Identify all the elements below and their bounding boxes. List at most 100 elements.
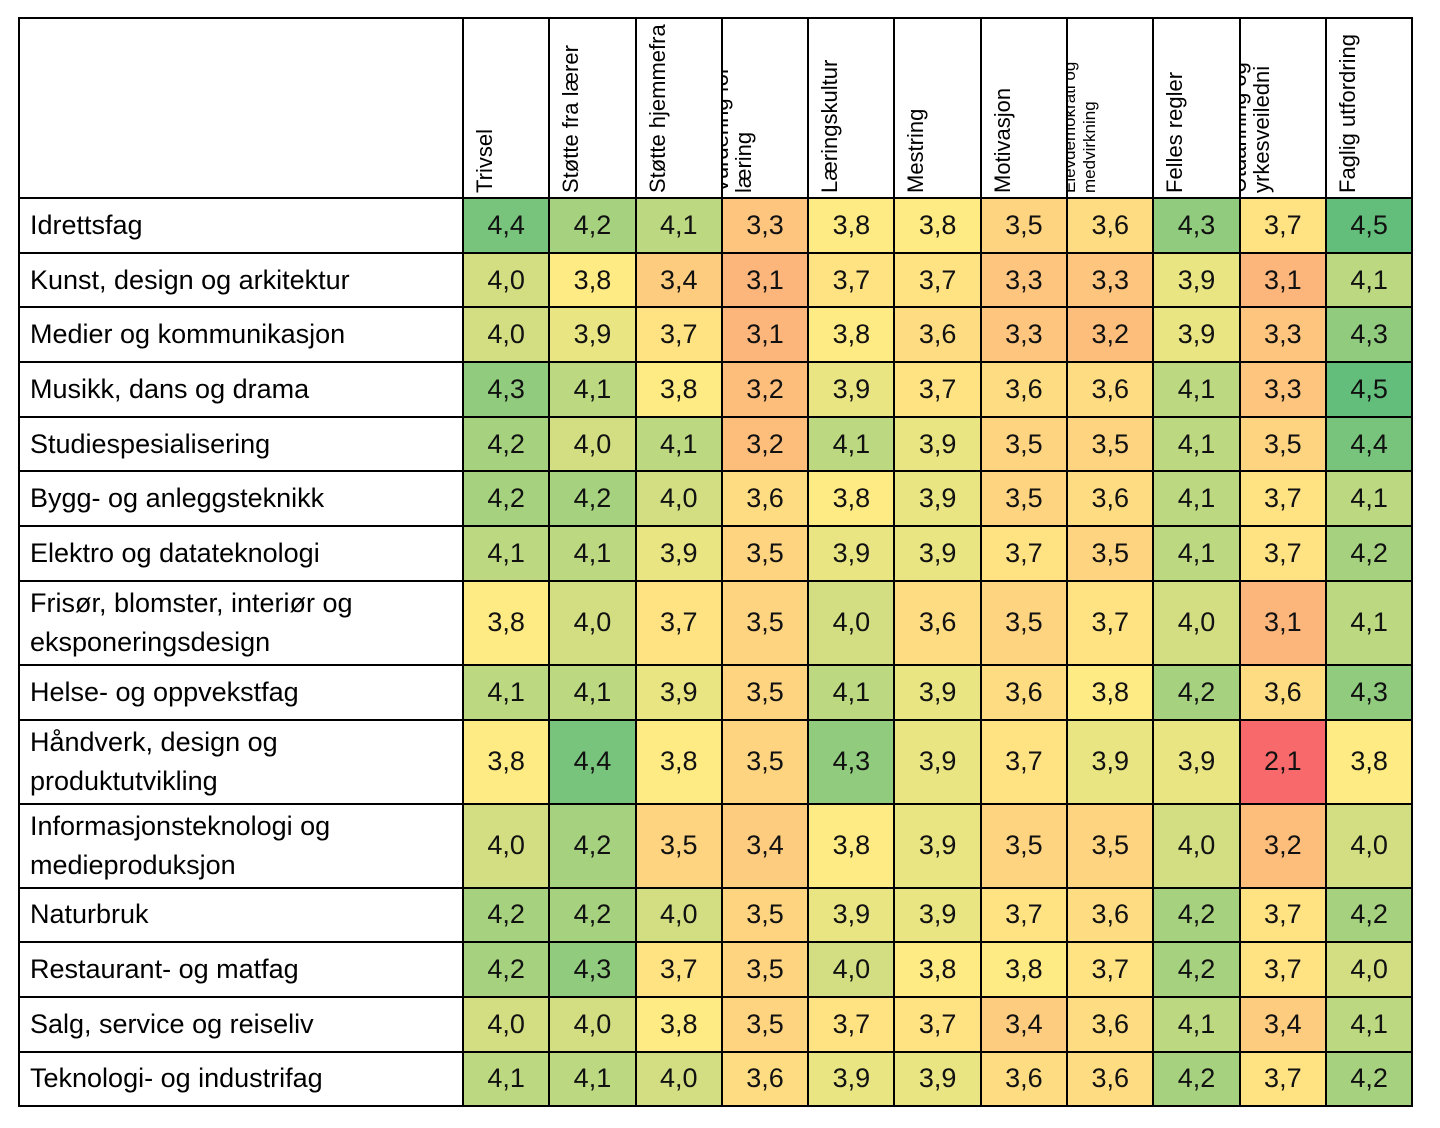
heatmap-cell: 4,1 — [634, 415, 723, 473]
heatmap-cell: 3,5 — [720, 718, 810, 805]
heatmap-cell: 4,1 — [1152, 525, 1241, 582]
heatmap-cell: 3,2 — [720, 361, 810, 418]
heatmap-cell: 3,8 — [548, 251, 637, 309]
heatmap-cell: 4,3 — [548, 941, 637, 998]
heatmap-cell: 4,1 — [1152, 361, 1241, 418]
table-row: Restaurant- og matfag 4,2 4,3 3,7 3,5 4,0 3,8 3… — [18, 941, 1414, 998]
table-row: Bygg- og anleggsteknikk 4,2 4,2 4,0 3,6 3,8 3,… — [18, 470, 1414, 528]
heatmap-cell: 3,4 — [1238, 995, 1327, 1053]
heatmap-cell: 4,2 — [548, 802, 637, 889]
heatmap-cell: 3,9 — [893, 525, 982, 582]
heatmap-cell: 4,2 — [1324, 886, 1414, 944]
row-label: Naturbruk — [18, 886, 464, 944]
heatmap-cell: 4,0 — [1324, 941, 1414, 998]
heatmap-cell: 3,8 — [979, 941, 1069, 998]
heatmap-cell: 4,1 — [1152, 415, 1241, 473]
heatmap-cell: 3,9 — [893, 718, 982, 805]
table-row: Naturbruk 4,2 4,2 4,0 3,5 3,9 3,9 3,7 3,6 4,2 3,7 4… — [18, 886, 1414, 944]
heatmap-cell: 3,9 — [807, 361, 896, 418]
table-row: Musikk, dans og drama 4,3 4,1 3,8 3,2 3,9 3,7 3… — [18, 361, 1414, 418]
heatmap-cell: 4,3 — [461, 361, 551, 418]
heatmap-cell: 3,6 — [720, 470, 810, 528]
column-header-label: Motivasjon — [989, 87, 1015, 193]
heatmap-cell: 3,4 — [720, 802, 810, 889]
heatmap-cell: 3,5 — [720, 941, 810, 998]
heatmap-cell: 3,6 — [1066, 470, 1155, 528]
heatmap-cell: 4,3 — [1324, 306, 1414, 364]
column-header-label: Trivsel — [472, 129, 497, 193]
heatmap-cell: 4,0 — [548, 415, 637, 473]
heatmap-cell: 4,1 — [1324, 579, 1414, 666]
heatmap-cell: 3,5 — [720, 995, 810, 1053]
table-row: Elektro og datateknologi 4,1 4,1 3,9 3,5 3,9 3… — [18, 525, 1414, 582]
heatmap-cell: 4,5 — [1324, 197, 1414, 254]
heatmap-cell: 3,6 — [1066, 361, 1155, 418]
heatmap-cell: 3,5 — [720, 886, 810, 944]
heatmap-cell: 3,5 — [634, 802, 723, 889]
heatmap-cell: 4,1 — [548, 525, 637, 582]
heatmap-cell: 3,9 — [893, 1050, 982, 1108]
heatmap-cell: 4,2 — [461, 415, 551, 473]
heatmap-cell: 3,7 — [1066, 579, 1155, 666]
row-label: Idrettsfag — [18, 197, 464, 254]
heatmap-cell: 3,3 — [979, 306, 1069, 364]
heatmap-cell: 3,3 — [1238, 361, 1327, 418]
heatmap-cell: 3,7 — [1238, 197, 1327, 254]
heatmap-cell: 3,9 — [807, 1050, 896, 1108]
heatmap-cell: 4,2 — [1152, 941, 1241, 998]
heatmap-cell: 3,8 — [461, 579, 551, 666]
heatmap-cell: 3,5 — [720, 525, 810, 582]
heatmap-cell: 3,7 — [634, 941, 723, 998]
heatmap-cell: 3,8 — [461, 718, 551, 805]
column-header: Støtte fra lærer — [548, 17, 637, 199]
heatmap-cell: 4,1 — [461, 663, 551, 721]
column-header: Støtte hjemmefra — [634, 17, 723, 199]
heatmap-cell: 3,7 — [893, 251, 982, 309]
heatmap-cell: 3,8 — [634, 718, 723, 805]
heatmap-cell: 3,2 — [1238, 802, 1327, 889]
heatmap-cell: 3,5 — [1066, 802, 1155, 889]
heatmap-cell: 3,6 — [1238, 663, 1327, 721]
heatmap-cell: 3,7 — [893, 361, 982, 418]
header-row: Trivsel Støtte fra lærer Støtte hjemmefra V… — [18, 17, 1414, 199]
table-row: Håndverk, design og produktutvikling 3,8 4… — [18, 718, 1414, 805]
heatmap-cell: 3,6 — [979, 1050, 1069, 1108]
heatmap-cell: 4,1 — [1324, 470, 1414, 528]
column-header: Vurdering for læring — [720, 17, 810, 199]
table-row: Kunst, design og arkitektur 4,0 3,8 3,4 3,1 3… — [18, 251, 1414, 309]
heatmap-cell: 3,7 — [807, 251, 896, 309]
row-label: Salg, service og reiseliv — [18, 995, 464, 1053]
row-label: Medier og kommunikasjon — [18, 306, 464, 364]
heatmap-cell: 3,6 — [893, 579, 982, 666]
heatmap-cell: 4,1 — [1324, 995, 1414, 1053]
heatmap-cell: 3,5 — [979, 415, 1069, 473]
heatmap-cell: 4,1 — [634, 197, 723, 254]
heatmap-cell: 4,0 — [634, 470, 723, 528]
heatmap-cell: 3,9 — [548, 306, 637, 364]
heatmap-cell: 3,7 — [979, 525, 1069, 582]
heatmap-cell: 3,6 — [720, 1050, 810, 1108]
heatmap-cell: 3,4 — [634, 251, 723, 309]
heatmap-cell: 4,2 — [461, 470, 551, 528]
heatmap-cell: 4,1 — [807, 415, 896, 473]
heatmap-cell: 3,9 — [634, 663, 723, 721]
heatmap-cell: 4,2 — [1324, 525, 1414, 582]
column-header: Felles regler — [1152, 17, 1241, 199]
heatmap-cell: 4,0 — [461, 251, 551, 309]
heatmap-cell: 4,1 — [461, 525, 551, 582]
heatmap-cell: 3,8 — [807, 306, 896, 364]
table-row: Teknologi- og industrifag 4,1 4,1 4,0 3,6 3,9… — [18, 1050, 1414, 1108]
column-header-label: Elevdemokrati og medvirkning — [1067, 61, 1100, 193]
heatmap-cell: 3,8 — [1066, 663, 1155, 721]
heatmap-cell: 4,1 — [548, 1050, 637, 1108]
heatmap-cell: 3,5 — [979, 197, 1069, 254]
table-row: Salg, service og reiseliv 4,0 4,0 3,8 3,5 3,7… — [18, 995, 1414, 1053]
heatmap-cell: 3,8 — [893, 941, 982, 998]
heatmap-cell: 4,0 — [1152, 802, 1241, 889]
heatmap-cell: 3,9 — [893, 663, 982, 721]
row-label: Kunst, design og arkitektur — [18, 251, 464, 309]
heatmap-cell: 4,2 — [1152, 1050, 1241, 1108]
row-label: Helse- og oppvekstfag — [18, 663, 464, 721]
heatmap-cell: 3,7 — [634, 579, 723, 666]
heatmap-cell: 3,8 — [634, 361, 723, 418]
